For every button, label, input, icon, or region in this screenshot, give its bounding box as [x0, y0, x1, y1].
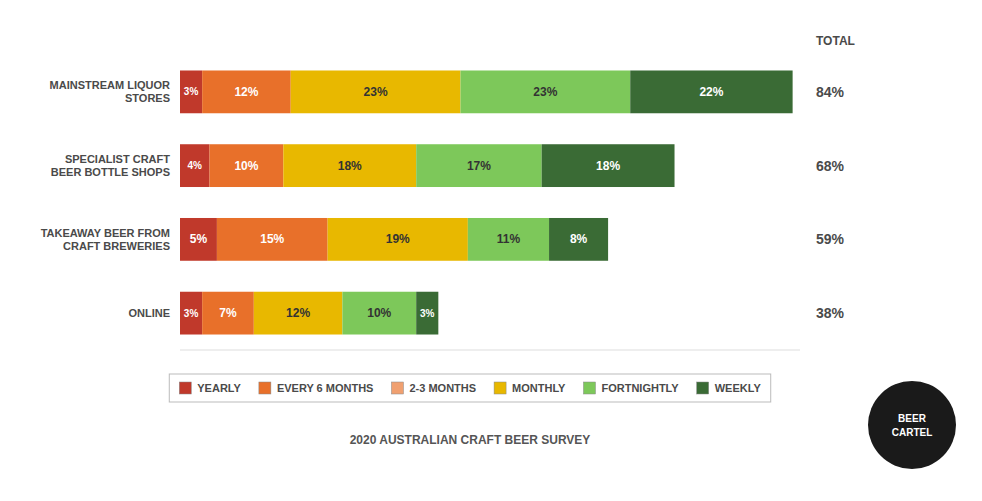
legend-label: EVERY 6 MONTHS: [277, 382, 374, 394]
category-label-line: MAINSTREAM LIQUOR: [50, 79, 170, 91]
category-label-line: TAKEAWAY BEER FROM: [41, 227, 170, 239]
bar-segment: [630, 70, 792, 113]
data-label: 10%: [367, 306, 391, 320]
data-label: 11%: [497, 232, 521, 246]
data-label: 10%: [234, 159, 258, 173]
legend: YEARLY EVERY 6 MONTHS 2-3 MONTHS MONTHLY FOR…: [169, 374, 770, 402]
data-label: 8%: [570, 232, 588, 246]
data-label: 22%: [699, 85, 723, 99]
bar-segment: [217, 218, 328, 261]
logo-text: BEER: [898, 413, 927, 424]
bar-segment: [202, 70, 291, 113]
bar-segment: [342, 292, 416, 335]
logo-text: CARTEL: [892, 427, 933, 438]
logo-circle: [868, 381, 956, 469]
data-labels: 3% 12% 23% 23% 22% 4% 10% 18% 17% 18% 5% 15% 19% 11% 8…: [184, 85, 724, 320]
data-label: 12%: [286, 306, 310, 320]
bar-segment: [549, 218, 608, 261]
bar-segment: [283, 144, 416, 187]
data-label: 23%: [533, 85, 557, 99]
legend-item: 2-3 MONTHS: [391, 382, 476, 394]
legend-swatch: [179, 382, 191, 394]
legend-frame: [169, 374, 770, 402]
category-label-line: ONLINE: [128, 307, 170, 319]
bar-segment: [291, 70, 461, 113]
data-label: 5%: [190, 232, 208, 246]
data-label: 7%: [219, 306, 237, 320]
total-label: 68%: [816, 158, 845, 174]
legend-label: YEARLY: [197, 382, 241, 394]
legend-item: MONTHLY: [494, 382, 566, 394]
totals-header: TOTAL: [816, 34, 855, 48]
bar-segment: [416, 144, 541, 187]
data-label: 17%: [467, 159, 491, 173]
bar-segment: [202, 292, 254, 335]
legend-item: EVERY 6 MONTHS: [259, 382, 374, 394]
legend-label: MONTHLY: [512, 382, 566, 394]
legend-swatch: [583, 382, 595, 394]
total-label: 59%: [816, 231, 845, 247]
legend-label: FORTNIGHTLY: [601, 382, 679, 394]
bar-segment: [254, 292, 343, 335]
legend-swatch: [391, 382, 403, 394]
logo: BEER CARTEL: [868, 381, 956, 469]
category-label: MAINSTREAM LIQUORSTORES: [50, 79, 170, 104]
data-label: 15%: [260, 232, 284, 246]
bar-segment: [328, 218, 468, 261]
data-label: 3%: [420, 308, 435, 319]
data-label: 23%: [364, 85, 388, 99]
total-label: 38%: [816, 305, 845, 321]
bar-segment: [210, 144, 284, 187]
category-label: TAKEAWAY BEER FROMCRAFT BREWERIES: [41, 227, 170, 252]
category-label-line: BEER BOTTLE SHOPS: [51, 166, 170, 178]
data-label: 4%: [188, 160, 203, 171]
bar-segment: [180, 218, 217, 261]
data-label: 12%: [234, 85, 258, 99]
category-label-line: SPECIALIST CRAFT: [65, 153, 170, 165]
bar-segment: [180, 144, 210, 187]
legend-swatch: [494, 382, 506, 394]
total-label: 84%: [816, 84, 845, 100]
data-label: 18%: [596, 159, 620, 173]
bars: [180, 70, 793, 334]
data-label: 3%: [184, 86, 199, 97]
bar-segment: [460, 70, 630, 113]
legend-item: FORTNIGHTLY: [583, 382, 679, 394]
legend-label: 2-3 MONTHS: [409, 382, 476, 394]
chart: 3% 12% 23% 23% 22% 4% 10% 18% 17% 18% 5% 15% 19% 11% 8…: [0, 0, 982, 501]
data-label: 18%: [338, 159, 362, 173]
legend-item: YEARLY: [179, 382, 241, 394]
data-label: 19%: [386, 232, 410, 246]
legend-item: WEEKLY: [697, 382, 762, 394]
bar-segment: [416, 292, 438, 335]
category-label-line: CRAFT BREWERIES: [63, 240, 170, 252]
data-label: 3%: [184, 308, 199, 319]
subtitle: 2020 AUSTRALIAN CRAFT BEER SURVEY: [350, 433, 591, 447]
category-label: SPECIALIST CRAFTBEER BOTTLE SHOPS: [51, 153, 170, 178]
category-label-line: STORES: [125, 92, 170, 104]
legend-swatch: [259, 382, 271, 394]
bar-segment: [180, 70, 202, 113]
legend-swatch: [697, 382, 709, 394]
bar-segment: [542, 144, 675, 187]
x-axis-line: [180, 350, 800, 351]
bar-segment: [468, 218, 549, 261]
bar-segment: [180, 292, 202, 335]
legend-label: WEEKLY: [715, 382, 762, 394]
category-label: ONLINE: [128, 307, 170, 319]
